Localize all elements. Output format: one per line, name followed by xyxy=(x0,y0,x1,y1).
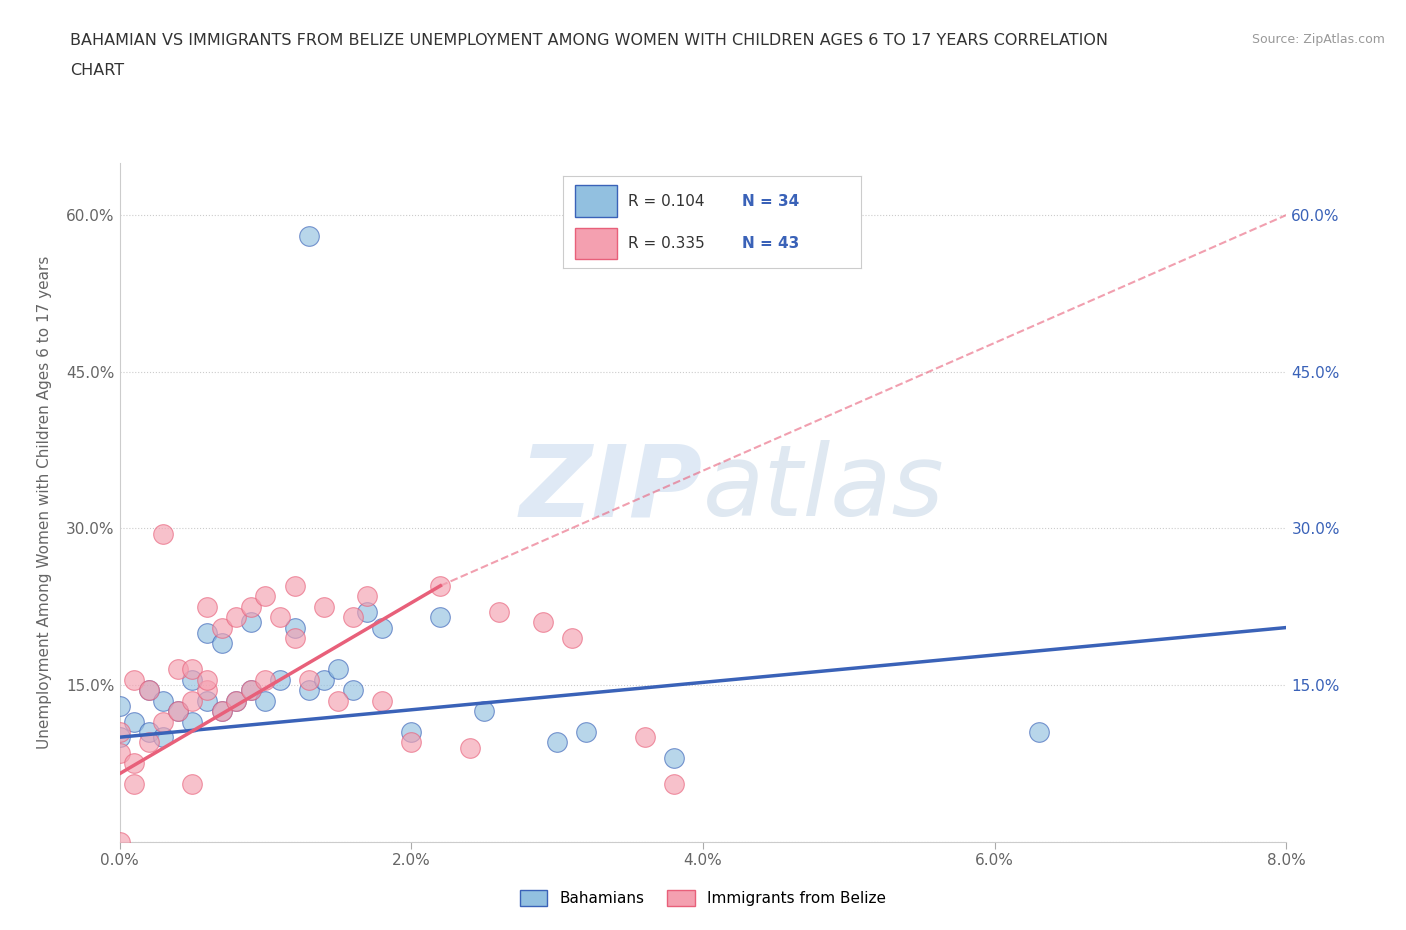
Text: Source: ZipAtlas.com: Source: ZipAtlas.com xyxy=(1251,33,1385,46)
Text: R = 0.104: R = 0.104 xyxy=(628,193,704,208)
Point xyxy=(138,683,160,698)
Point xyxy=(138,735,160,750)
Point xyxy=(181,693,204,708)
Point xyxy=(633,730,655,745)
Point xyxy=(211,620,233,635)
Point xyxy=(561,631,583,645)
Point xyxy=(298,683,321,698)
Point xyxy=(283,620,307,635)
Text: CHART: CHART xyxy=(70,63,124,78)
Point xyxy=(575,724,598,739)
Point xyxy=(138,683,160,698)
Point xyxy=(239,683,262,698)
Point xyxy=(371,620,394,635)
Point xyxy=(195,672,218,687)
Point xyxy=(254,693,277,708)
Point xyxy=(662,751,685,765)
Point xyxy=(152,714,174,729)
Point xyxy=(254,672,277,687)
Point xyxy=(122,714,145,729)
FancyBboxPatch shape xyxy=(575,185,616,217)
Point xyxy=(195,599,218,614)
Point xyxy=(152,693,174,708)
Point xyxy=(269,672,291,687)
Point xyxy=(181,714,204,729)
Point xyxy=(225,610,247,625)
Point xyxy=(546,735,568,750)
Point xyxy=(108,730,131,745)
Text: BAHAMIAN VS IMMIGRANTS FROM BELIZE UNEMPLOYMENT AMONG WOMEN WITH CHILDREN AGES 6: BAHAMIAN VS IMMIGRANTS FROM BELIZE UNEMP… xyxy=(70,33,1108,47)
Point xyxy=(239,615,262,630)
Point xyxy=(458,740,481,755)
Point xyxy=(108,834,131,849)
Point xyxy=(166,704,188,719)
Text: ZIP: ZIP xyxy=(520,440,703,538)
Point xyxy=(181,672,204,687)
Point xyxy=(531,615,554,630)
Point xyxy=(254,589,277,604)
Point xyxy=(122,672,145,687)
Legend: Bahamians, Immigrants from Belize: Bahamians, Immigrants from Belize xyxy=(513,884,893,912)
Text: N = 34: N = 34 xyxy=(741,193,799,208)
Point xyxy=(328,693,350,708)
Point xyxy=(181,662,204,677)
Point xyxy=(152,526,174,541)
Point xyxy=(122,777,145,791)
Point xyxy=(371,693,394,708)
Point xyxy=(211,704,233,719)
Point xyxy=(356,589,378,604)
Point xyxy=(298,672,321,687)
Point xyxy=(269,610,291,625)
Point xyxy=(328,662,350,677)
Point xyxy=(312,672,335,687)
Point xyxy=(122,756,145,771)
Point xyxy=(138,724,160,739)
Point xyxy=(298,229,321,244)
Text: N = 43: N = 43 xyxy=(741,235,799,251)
Point xyxy=(356,604,378,619)
Point xyxy=(108,746,131,761)
Point xyxy=(429,578,451,593)
Point xyxy=(662,777,685,791)
Point xyxy=(429,610,451,625)
Point xyxy=(342,610,364,625)
Point xyxy=(152,730,174,745)
Point xyxy=(283,631,307,645)
Point xyxy=(166,662,188,677)
Point xyxy=(239,683,262,698)
Point xyxy=(488,604,510,619)
Point xyxy=(1028,724,1050,739)
Point xyxy=(166,704,188,719)
Y-axis label: Unemployment Among Women with Children Ages 6 to 17 years: Unemployment Among Women with Children A… xyxy=(38,256,52,749)
Point xyxy=(225,693,247,708)
Point xyxy=(312,599,335,614)
Point xyxy=(399,735,422,750)
Point xyxy=(399,724,422,739)
Point xyxy=(472,704,495,719)
Point xyxy=(239,599,262,614)
Point xyxy=(342,683,364,698)
Point xyxy=(195,625,218,640)
FancyBboxPatch shape xyxy=(575,228,616,259)
Point xyxy=(108,724,131,739)
Point xyxy=(211,704,233,719)
Point xyxy=(195,683,218,698)
Text: atlas: atlas xyxy=(703,440,945,538)
Point xyxy=(195,693,218,708)
Text: R = 0.335: R = 0.335 xyxy=(628,235,706,251)
Point xyxy=(283,578,307,593)
Point xyxy=(211,636,233,651)
Point xyxy=(225,693,247,708)
Point xyxy=(181,777,204,791)
Point xyxy=(108,698,131,713)
